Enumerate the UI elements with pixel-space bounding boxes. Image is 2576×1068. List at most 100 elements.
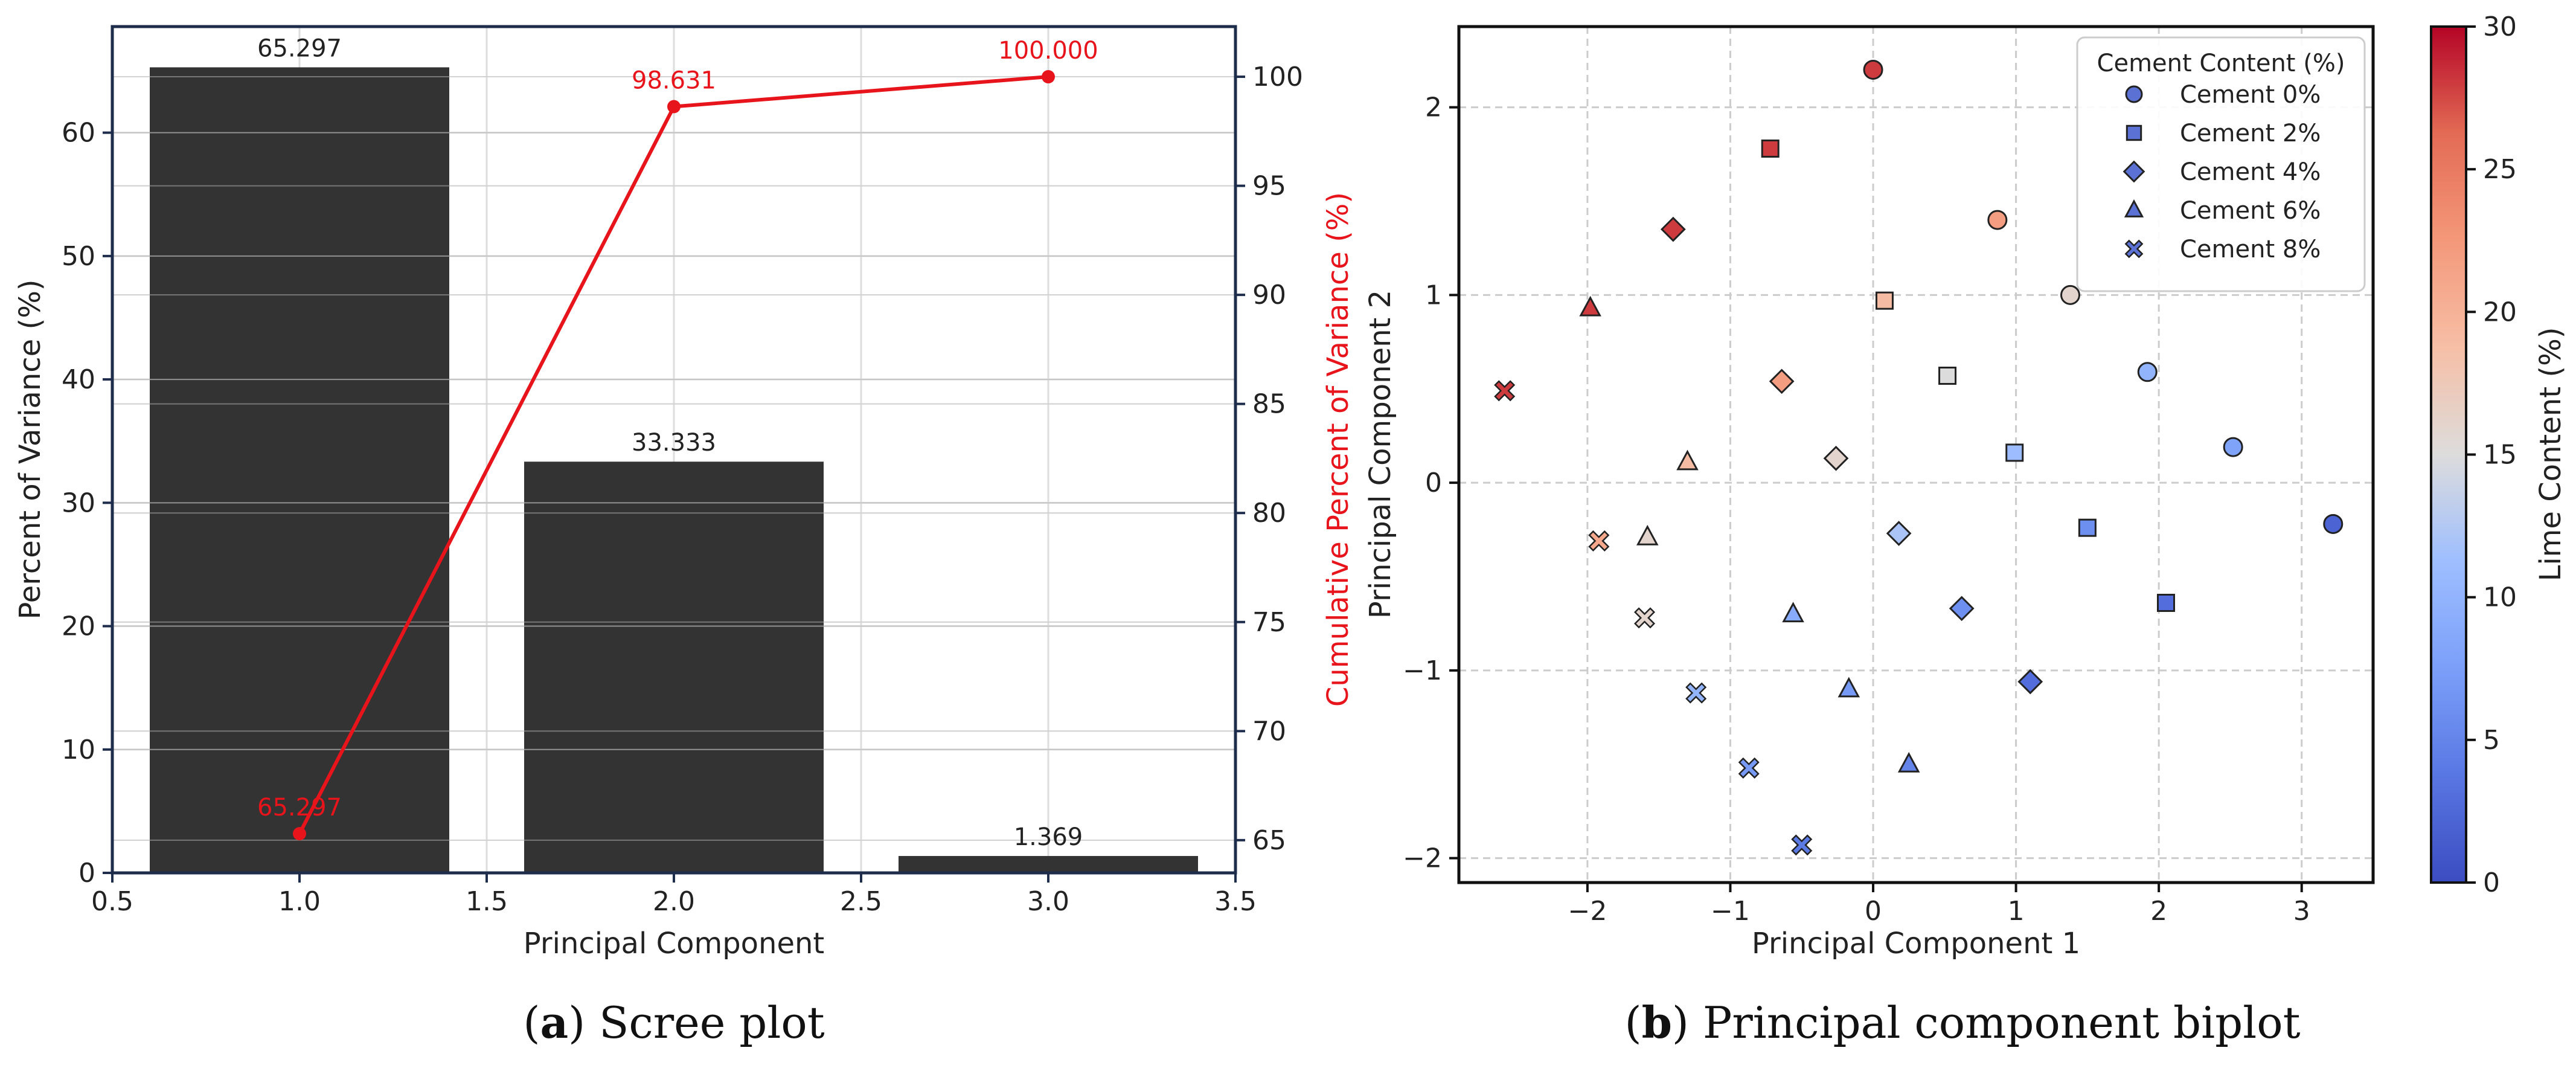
legend-title: Cement Content (%) bbox=[2097, 50, 2345, 77]
point-diamond-6 bbox=[1660, 216, 1686, 242]
point-circle-4 bbox=[2060, 285, 2080, 305]
point-square-1 bbox=[2156, 593, 2175, 612]
point-diamond-1 bbox=[2017, 669, 2043, 695]
scree-xtick-label-5: 3.0 bbox=[1027, 886, 1069, 917]
scree-ytick-label-1: 10 bbox=[62, 735, 95, 765]
colorbar-gradient bbox=[2430, 25, 2467, 884]
cumulative-point-2 bbox=[667, 100, 681, 114]
caption-title-a: Scree plot bbox=[599, 997, 825, 1048]
colorbar-tick-label-4: 20 bbox=[2483, 297, 2517, 327]
point-circle-5 bbox=[1987, 210, 2008, 230]
cumulative-point-3 bbox=[1042, 70, 1055, 84]
point-diamond-3 bbox=[1886, 521, 1912, 546]
scree-ytick-label-3: 30 bbox=[62, 487, 95, 518]
scree-xtick-label-0: 0.5 bbox=[91, 886, 133, 917]
biplot-xtick-label-3: 1 bbox=[2008, 896, 2025, 927]
biplot-ytick-label-0: −2 bbox=[1403, 843, 1442, 874]
legend-items: Cement 0% Cement 2% Cement 4% Cement 6% Ceme… bbox=[2123, 81, 2321, 263]
point-triangle-4 bbox=[1636, 524, 1659, 545]
biplot-xtick-label-5: 3 bbox=[2293, 896, 2310, 927]
scree-y2tick-label-1: 70 bbox=[1252, 716, 1286, 747]
biplot-xtick-label-2: 0 bbox=[1865, 896, 1882, 927]
point-diamond-2 bbox=[1949, 596, 1975, 622]
point-circle-2 bbox=[2223, 437, 2243, 457]
colorbar: 0 5 10 15 20 25 30 Lime Content (%) bbox=[2430, 11, 2568, 898]
biplot-ytick-label-4: 2 bbox=[1425, 92, 1442, 123]
colorbar-tick-label-2: 10 bbox=[2483, 582, 2517, 613]
biplot-x-axis-label: Principal Component 1 bbox=[1752, 927, 2080, 960]
biplot-xtick-label-4: 2 bbox=[2150, 896, 2167, 927]
scree-ytick-label-0: 0 bbox=[78, 858, 95, 889]
legend-entry-1: Cement 0% bbox=[2180, 81, 2321, 109]
point-triangle-2 bbox=[1837, 677, 1860, 698]
scree-y2-axis-label: Cumulative Percent of Variance (%) bbox=[1321, 192, 1355, 707]
scree-y2tick-label-0: 65 bbox=[1252, 825, 1286, 856]
scree-y2tick-label-3: 80 bbox=[1252, 498, 1286, 529]
point-x-1 bbox=[1791, 834, 1813, 856]
point-square-5 bbox=[1875, 291, 1894, 310]
biplot-y-axis-label: Principal Component 2 bbox=[1363, 290, 1397, 619]
cumulative-value-label-3: 100.000 bbox=[998, 37, 1098, 65]
point-square-3 bbox=[2005, 443, 2024, 462]
bar-value-label-2: 33.333 bbox=[632, 429, 716, 457]
scree-plot-ticks: 0.5 1.0 1.5 2.0 2.5 3.0 3.5 0 10 20 30 40 50 60 65 70 75… bbox=[62, 62, 1303, 917]
scree-y2tick-label-4: 85 bbox=[1252, 389, 1286, 420]
bar-value-label-3: 1.369 bbox=[1014, 823, 1083, 851]
point-x-2 bbox=[1738, 757, 1760, 779]
scree-xtick-label-1: 1.0 bbox=[278, 886, 321, 917]
biplot-ticks: −2 −1 0 1 2 3 −2 −1 0 1 2 bbox=[1403, 92, 2310, 927]
biplot-caption: (b) Principal component biplot bbox=[1624, 997, 2300, 1048]
point-circle-6 bbox=[1863, 59, 1883, 80]
biplot-frame bbox=[1457, 25, 2375, 884]
colorbar-label: Lime Content (%) bbox=[2534, 327, 2568, 582]
legend-entry-3: Cement 4% bbox=[2180, 158, 2321, 186]
colorbar-tick-label-5: 25 bbox=[2483, 154, 2517, 185]
scree-xtick-label-4: 2.5 bbox=[840, 886, 882, 917]
cumulative-value-label-1: 65.297 bbox=[257, 794, 342, 822]
point-square-6 bbox=[1761, 139, 1780, 158]
scree-ytick-label-6: 60 bbox=[62, 118, 95, 149]
cumulative-value-label-2: 98.631 bbox=[632, 66, 716, 94]
scree-xtick-label-6: 3.5 bbox=[1214, 886, 1257, 917]
point-diamond-5 bbox=[1769, 368, 1795, 394]
biplot: −2 −1 0 1 2 3 −2 −1 0 1 2 Cement Content (%) Cemen… bbox=[1363, 11, 2568, 1048]
cumulative-variance-line bbox=[293, 70, 1055, 841]
biplot-xtick-label-0: −2 bbox=[1568, 896, 1607, 927]
legend-entry-5: Cement 8% bbox=[2180, 236, 2321, 263]
scree-plot-bars bbox=[112, 67, 1235, 873]
legend-entry-4: Cement 6% bbox=[2180, 197, 2321, 225]
bar-value-label-1: 65.297 bbox=[257, 34, 342, 62]
legend-marker-5 bbox=[2124, 239, 2144, 259]
point-x-6 bbox=[1494, 380, 1516, 402]
biplot-ytick-label-2: 0 bbox=[1425, 468, 1442, 498]
colorbar-ticks: 0 5 10 15 20 25 30 bbox=[2466, 11, 2517, 898]
point-triangle-1 bbox=[1897, 751, 1920, 773]
biplot-xtick-label-1: −1 bbox=[1711, 896, 1750, 927]
scree-y-axis-label: Percent of Variance (%) bbox=[13, 279, 47, 619]
colorbar-tick-label-6: 30 bbox=[2483, 11, 2517, 42]
point-diamond-4 bbox=[1823, 445, 1849, 471]
scree-ytick-label-5: 50 bbox=[62, 241, 95, 272]
legend-entry-2: Cement 2% bbox=[2180, 120, 2321, 147]
scree-bar-1 bbox=[150, 67, 449, 873]
scree-x-axis-label: Principal Component bbox=[524, 927, 824, 960]
caption-letter-b: b bbox=[1642, 997, 1672, 1048]
point-circle-1 bbox=[2323, 513, 2344, 534]
scree-ytick-label-4: 40 bbox=[62, 364, 95, 395]
biplot-ytick-label-1: −1 bbox=[1403, 655, 1442, 686]
scree-xtick-label-3: 2.0 bbox=[653, 886, 695, 917]
biplot-legend: Cement Content (%) Cement 0%Cement 2%Cem… bbox=[2076, 36, 2366, 292]
scree-y2tick-label-7: 100 bbox=[1252, 62, 1303, 92]
colorbar-tick-label-3: 15 bbox=[2483, 440, 2517, 471]
scree-y2tick-label-2: 75 bbox=[1252, 607, 1286, 638]
point-x-5 bbox=[1588, 530, 1610, 552]
colorbar-tick-label-1: 5 bbox=[2483, 725, 2500, 756]
point-square-2 bbox=[2078, 518, 2097, 537]
point-x-4 bbox=[1634, 607, 1656, 629]
point-triangle-5 bbox=[1676, 449, 1699, 471]
biplot-points bbox=[1494, 59, 2344, 856]
point-square-4 bbox=[1938, 366, 1957, 385]
colorbar-tick-label-0: 0 bbox=[2483, 867, 2500, 898]
point-triangle-6 bbox=[1579, 295, 1601, 317]
